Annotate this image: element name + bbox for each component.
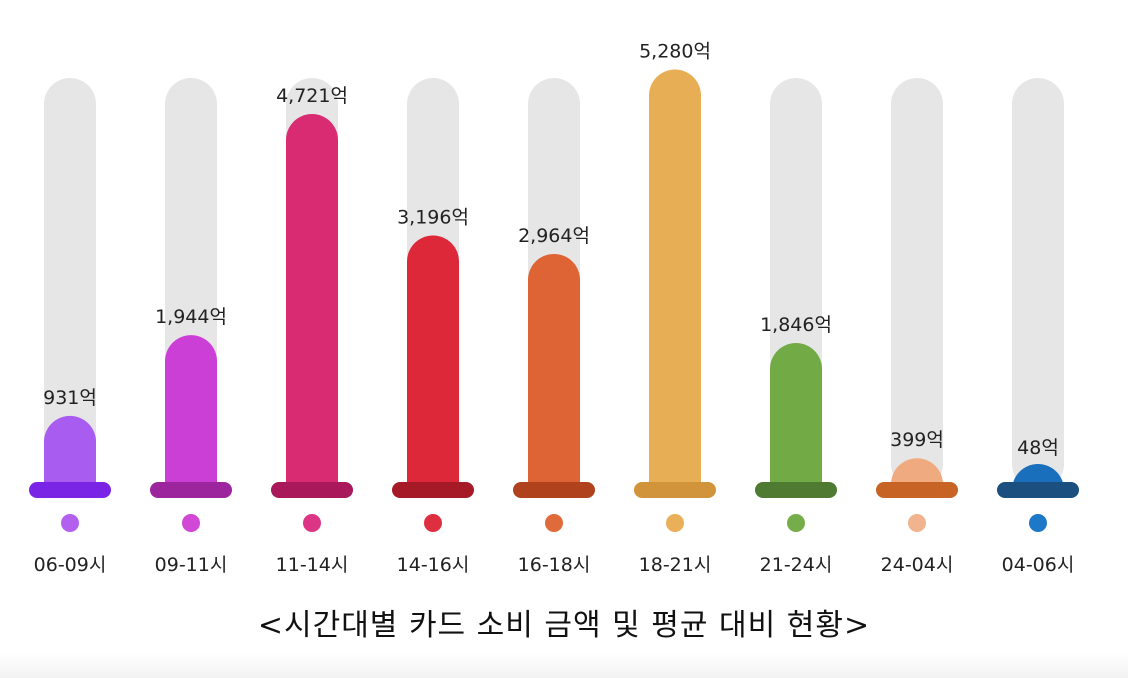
category-label: 24-04시 [881, 554, 954, 576]
legend-dot [1029, 514, 1047, 532]
category-label: 09-11시 [155, 554, 228, 576]
value-label: 1,944억 [155, 306, 227, 328]
chart-title: <시간대별 카드 소비 금액 및 평균 대비 현황> [257, 608, 871, 643]
bar-track [891, 78, 943, 490]
value-label: 48억 [1017, 437, 1059, 459]
bar-base [755, 482, 837, 498]
bar-base [997, 482, 1079, 498]
legend-dot [424, 514, 442, 532]
footer-band [0, 652, 1128, 678]
tube-bar-chart: 931억 1,944억 4,721억 3,196억 2,964억 5,280억 1,846억… [29, 40, 1079, 576]
legend-dot [666, 514, 684, 532]
bar-track [44, 78, 96, 490]
bar [649, 69, 701, 491]
value-label: 5,280억 [639, 40, 711, 62]
legend-dot [545, 514, 563, 532]
value-label: 399억 [890, 429, 944, 451]
category-label: 16-18시 [518, 554, 591, 576]
bar-base [150, 482, 232, 498]
bar-base [634, 482, 716, 498]
bar-base [392, 482, 474, 498]
category-label: 04-06시 [1002, 554, 1075, 576]
bar [286, 114, 338, 490]
value-label: 931억 [43, 387, 97, 409]
bar [44, 415, 96, 490]
legend-dot [303, 514, 321, 532]
category-label: 11-14시 [276, 554, 349, 576]
bar [528, 253, 580, 490]
bar-track [1012, 78, 1064, 490]
bar [770, 342, 822, 490]
legend-dot [61, 514, 79, 532]
bar-base [513, 482, 595, 498]
category-label: 21-24시 [760, 554, 833, 576]
category-label: 06-09시 [34, 554, 107, 576]
legend-dot [787, 514, 805, 532]
bar-base [29, 482, 111, 498]
value-label: 3,196억 [397, 206, 469, 228]
category-label: 18-21시 [639, 554, 712, 576]
value-label: 4,721억 [276, 85, 348, 107]
bar-base [876, 482, 958, 498]
value-label: 2,964억 [518, 225, 590, 247]
category-label: 14-16시 [397, 554, 470, 576]
legend-dot [908, 514, 926, 532]
bar [407, 235, 459, 490]
value-label: 1,846억 [760, 314, 832, 336]
bar-base [271, 482, 353, 498]
legend-dot [182, 514, 200, 532]
bar [165, 335, 218, 490]
